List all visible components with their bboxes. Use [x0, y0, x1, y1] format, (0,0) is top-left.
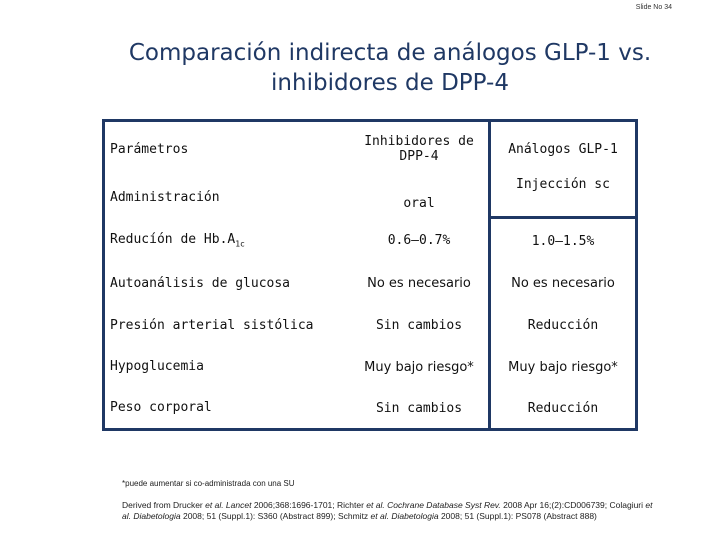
- title-line-2: inhibidores de DPP-4: [271, 70, 509, 96]
- row-presion-param: Presión arterial sistólica: [105, 304, 350, 347]
- glp1-value: 1.0–1.5%: [531, 233, 595, 249]
- dpp4-value: Sin cambios: [375, 318, 463, 333]
- row-administracion-param: Administración: [105, 176, 350, 218]
- ref-text: 2006;368:1696-1701; Richter: [251, 500, 367, 510]
- header-parametros-label: Parámetros: [110, 141, 189, 157]
- ref-text: Derived from Drucker: [122, 500, 206, 510]
- row-peso-dpp4: Sin cambios: [350, 388, 488, 428]
- row-peso-param: Peso corporal: [105, 388, 350, 428]
- glp1-value: Reducción: [527, 318, 599, 333]
- param-label: Presión arterial sistólica: [110, 318, 314, 333]
- header-dpp4: Inhibidores de DPP-4: [350, 122, 488, 176]
- footnote: *puede aumentar si co-administrada con u…: [122, 479, 295, 488]
- dpp4-value: 0.6–0.7%: [387, 233, 451, 248]
- header-dpp4-line-1: Inhibidores de: [364, 134, 474, 149]
- row-hba1c-glp1: 1.0–1.5%: [491, 219, 635, 263]
- row-presion-dpp4: Sin cambios: [350, 304, 488, 347]
- title-line-1: Comparación indirecta de análogos GLP-1 …: [128, 40, 652, 66]
- header-parametros: Parámetros: [105, 122, 350, 176]
- row-autoanalisis-glp1: No es necesario: [491, 263, 635, 304]
- row-administracion-dpp4: oral: [350, 176, 488, 218]
- row-autoanalisis-param: Autoanálisis de glucosa: [105, 263, 350, 304]
- dpp4-value: Sin cambios: [375, 400, 463, 416]
- param-text: Reducíón de Hb.A: [110, 232, 236, 248]
- header-glp1-label: Análogos GLP-1: [508, 141, 618, 157]
- row-hypoglucemia-dpp4: Muy bajo riesgo*: [350, 347, 488, 388]
- param-label: Hypoglucemia: [110, 359, 204, 374]
- row-peso-glp1: Reducción: [491, 388, 635, 428]
- ref-text: 2008; 51 (Suppl.1): S360 (Abstract 899);…: [180, 511, 371, 521]
- ref-italic: et al. Diabetologia: [122, 500, 653, 521]
- row-hba1c-dpp4: 0.6–0.7%: [350, 218, 488, 263]
- param-subscript: 1c: [235, 239, 245, 249]
- glp1-value: No es necesario: [511, 276, 615, 291]
- dpp4-value: Muy bajo riesgo*: [364, 360, 474, 375]
- dpp4-value: oral: [403, 195, 435, 211]
- row-autoanalisis-dpp4: No es necesario: [350, 263, 488, 304]
- glp1-value: Injección sc: [516, 177, 610, 192]
- row-hypoglucemia-param: Hypoglucemia: [105, 347, 350, 388]
- row-presion-glp1: Reducción: [491, 304, 635, 347]
- references: Derived from Drucker et al. Lancet 2006;…: [122, 500, 662, 522]
- param-label: Autoanálisis de glucosa: [110, 276, 291, 291]
- ref-text: 2008; 51 (Suppl.1): PS078 (Abstract 888): [438, 511, 597, 521]
- ref-text: 2008 Apr 16;(2):CD006739; Colagiuri: [500, 500, 646, 510]
- param-label: Peso corporal: [110, 400, 212, 415]
- ref-italic: et al. Lancet: [205, 500, 252, 510]
- param-label: Reducíón de Hb.A1c: [110, 232, 245, 249]
- row-hypoglucemia-glp1: Muy bajo riesgo*: [491, 347, 635, 388]
- slide-number: Slide No 34: [635, 4, 672, 11]
- ref-italic: et al. Diabetologia: [370, 511, 439, 521]
- glp1-value: Reducción: [527, 400, 599, 416]
- dpp4-value: No es necesario: [367, 276, 471, 291]
- header-dpp4-line-2: DPP-4: [399, 149, 439, 164]
- glp1-value: Muy bajo riesgo*: [508, 360, 618, 375]
- row-hba1c-param: Reducíón de Hb.A1c: [105, 218, 350, 263]
- param-label: Administración: [110, 189, 220, 205]
- slide-title: Comparación indirecta de análogos GLP-1 …: [60, 38, 720, 98]
- header-glp1: Análogos GLP-1: [491, 122, 635, 176]
- ref-italic: et al. Cochrane Database Syst Rev.: [366, 500, 501, 510]
- comparison-table: Parámetros Inhibidores de DPP-4 Análogos…: [102, 119, 638, 431]
- row-administracion-glp1: Injección sc: [491, 176, 635, 216]
